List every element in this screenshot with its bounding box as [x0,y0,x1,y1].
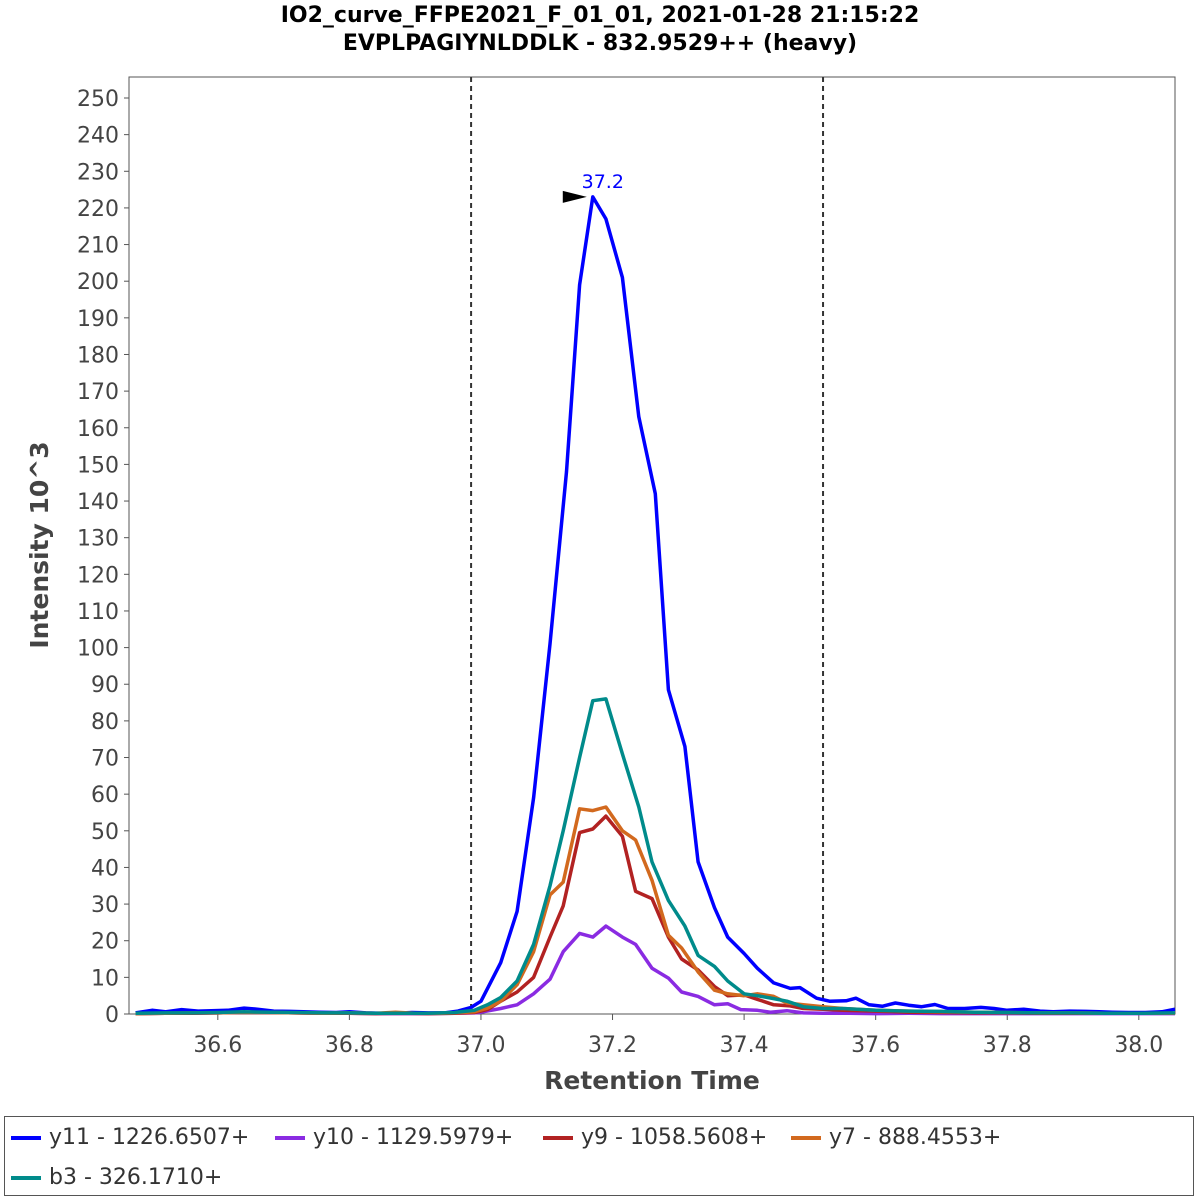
y-tick-label: 50 [91,820,119,845]
peak-annotation-group: 37.2 [562,171,624,203]
chart-title-line2: EVPLPAGIYNLDDLK - 832.9529++ (heavy) [342,31,858,56]
chart-title: IO2_curve_FFPE2021_F_01_01, 2021-01-28 2… [0,2,1200,58]
y-tick-label: 180 [77,343,119,368]
x-axis: 36.6 36.8 37.0 37.2 37.4 37.6 37.8 38.0 [193,1014,1163,1058]
y-tick-label: 90 [91,673,119,698]
y-tick-label: 10 [91,966,119,991]
x-tick-label: 37.2 [588,1033,637,1058]
y-tick-label: 120 [77,563,119,588]
legend-swatch [543,1135,573,1140]
legend-item: y10 - 1129.5979+ [275,1125,513,1150]
y-tick-label: 170 [77,380,119,405]
y-tick-label: 150 [77,453,119,478]
legend-label: y10 - 1129.5979+ [313,1125,514,1150]
legend-item: y11 - 1226.6507+ [11,1125,249,1150]
y-tick-label: 210 [77,234,119,259]
y-tick-label: 110 [77,600,119,625]
y-axis-label: Intensity 10^3 [25,441,54,648]
y-axis: 0 10 20 30 40 50 60 70 80 90 100 110 120 130 140 150 160… [77,87,129,1028]
legend-label: y7 - 888.4553+ [829,1125,1002,1150]
y-tick-label: 160 [77,417,119,442]
y-tick-label: 40 [91,856,119,881]
legend-label: y11 - 1226.6507+ [49,1125,250,1150]
y-tick-label: 200 [77,270,119,295]
legend-item: y9 - 1058.5608+ [543,1125,767,1150]
chart-plot: 0 10 20 30 40 50 60 70 80 90 100 110 120 130 140 150 160… [25,76,1176,1095]
peak-arrow-icon [562,190,587,203]
y-tick-label: 100 [77,637,119,662]
integration-boundaries [470,77,825,1014]
series-line-b3 [135,697,1176,1016]
peak-annotation-label: 37.2 [582,171,624,193]
legend-item: y7 - 888.4553+ [791,1125,1001,1150]
legend-label: b3 - 326.1710+ [49,1165,223,1190]
y-tick-label: 20 [91,930,119,955]
x-tick-label: 37.0 [456,1033,505,1058]
y-tick-label: 30 [91,893,119,918]
y-tick-label: 240 [77,124,119,149]
legend-swatch [11,1175,41,1180]
x-tick-label: 36.8 [325,1033,374,1058]
chart-legend: y11 - 1226.6507+ y10 - 1129.5979+ y9 - 105… [4,1116,1194,1196]
y-tick-label: 70 [91,747,119,772]
legend-label: y9 - 1058.5608+ [581,1125,768,1150]
y-tick-label: 250 [77,87,119,112]
chart-title-line1: IO2_curve_FFPE2021_F_01_01, 2021-01-28 2… [280,3,920,28]
x-tick-label: 36.6 [193,1033,242,1058]
x-axis-label: Retention Time [544,1066,760,1095]
y-tick-label: 220 [77,197,119,222]
series-lines [135,195,1176,1016]
y-tick-label: 130 [77,527,119,552]
y-tick-label: 0 [105,1003,119,1028]
y-tick-label: 230 [77,160,119,185]
x-tick-label: 37.8 [983,1033,1032,1058]
y-tick-label: 140 [77,490,119,515]
plot-area [128,76,1176,1015]
y-tick-label: 80 [91,710,119,735]
y-tick-label: 60 [91,783,119,808]
legend-swatch [11,1135,41,1140]
legend-swatch [791,1135,821,1140]
y-tick-label: 190 [77,307,119,332]
legend-swatch [275,1135,305,1140]
x-tick-label: 38.0 [1114,1033,1163,1058]
x-tick-label: 37.4 [720,1033,769,1058]
x-tick-label: 37.6 [851,1033,900,1058]
legend-item: b3 - 326.1710+ [11,1165,222,1190]
